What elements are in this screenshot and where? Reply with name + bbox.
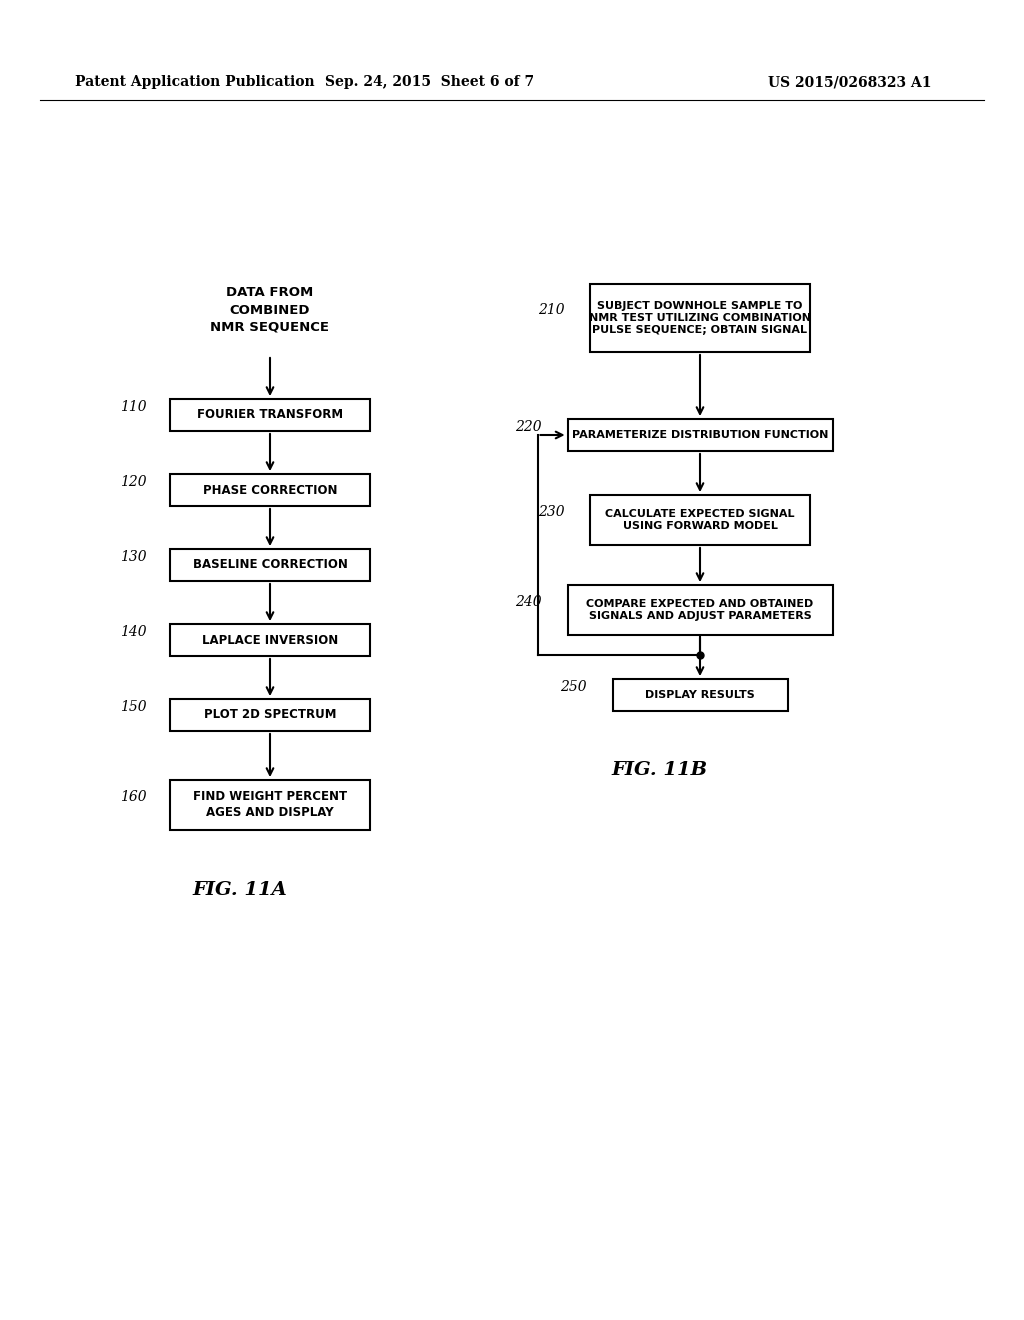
FancyBboxPatch shape — [590, 284, 810, 352]
Text: US 2015/0268323 A1: US 2015/0268323 A1 — [768, 75, 932, 88]
Text: SUBJECT DOWNHOLE SAMPLE TO
NMR TEST UTILIZING COMBINATION
PULSE SEQUENCE; OBTAIN: SUBJECT DOWNHOLE SAMPLE TO NMR TEST UTIL… — [589, 301, 811, 335]
Text: CALCULATE EXPECTED SIGNAL
USING FORWARD MODEL: CALCULATE EXPECTED SIGNAL USING FORWARD … — [605, 508, 795, 531]
Text: 240: 240 — [515, 595, 542, 609]
Text: FOURIER TRANSFORM: FOURIER TRANSFORM — [197, 408, 343, 421]
Text: PLOT 2D SPECTRUM: PLOT 2D SPECTRUM — [204, 709, 336, 722]
Text: FIG. 11A: FIG. 11A — [193, 880, 288, 899]
FancyBboxPatch shape — [170, 700, 370, 731]
FancyBboxPatch shape — [170, 399, 370, 432]
FancyBboxPatch shape — [612, 678, 787, 711]
Text: Patent Application Publication: Patent Application Publication — [75, 75, 314, 88]
Text: 140: 140 — [120, 624, 146, 639]
Text: 160: 160 — [120, 789, 146, 804]
Text: FIND WEIGHT PERCENT
AGES AND DISPLAY: FIND WEIGHT PERCENT AGES AND DISPLAY — [193, 791, 347, 820]
Text: PARAMETERIZE DISTRIBUTION FUNCTION: PARAMETERIZE DISTRIBUTION FUNCTION — [571, 430, 828, 440]
FancyBboxPatch shape — [567, 418, 833, 451]
Text: 150: 150 — [120, 700, 146, 714]
Text: PHASE CORRECTION: PHASE CORRECTION — [203, 483, 337, 496]
Text: 220: 220 — [515, 420, 542, 434]
Text: LAPLACE INVERSION: LAPLACE INVERSION — [202, 634, 338, 647]
Text: DATA FROM
COMBINED
NMR SEQUENCE: DATA FROM COMBINED NMR SEQUENCE — [211, 286, 330, 334]
Text: COMPARE EXPECTED AND OBTAINED
SIGNALS AND ADJUST PARAMETERS: COMPARE EXPECTED AND OBTAINED SIGNALS AN… — [587, 599, 814, 622]
FancyBboxPatch shape — [170, 624, 370, 656]
Text: 110: 110 — [120, 400, 146, 414]
Text: 230: 230 — [538, 506, 564, 519]
Text: Sep. 24, 2015  Sheet 6 of 7: Sep. 24, 2015 Sheet 6 of 7 — [326, 75, 535, 88]
Text: 120: 120 — [120, 475, 146, 488]
FancyBboxPatch shape — [567, 585, 833, 635]
Text: 130: 130 — [120, 550, 146, 564]
FancyBboxPatch shape — [170, 474, 370, 506]
Text: BASELINE CORRECTION: BASELINE CORRECTION — [193, 558, 347, 572]
Text: 210: 210 — [538, 304, 564, 317]
Text: DISPLAY RESULTS: DISPLAY RESULTS — [645, 690, 755, 700]
Text: 250: 250 — [560, 680, 587, 694]
FancyBboxPatch shape — [170, 780, 370, 830]
FancyBboxPatch shape — [590, 495, 810, 545]
FancyBboxPatch shape — [170, 549, 370, 581]
Text: FIG. 11B: FIG. 11B — [612, 762, 708, 779]
